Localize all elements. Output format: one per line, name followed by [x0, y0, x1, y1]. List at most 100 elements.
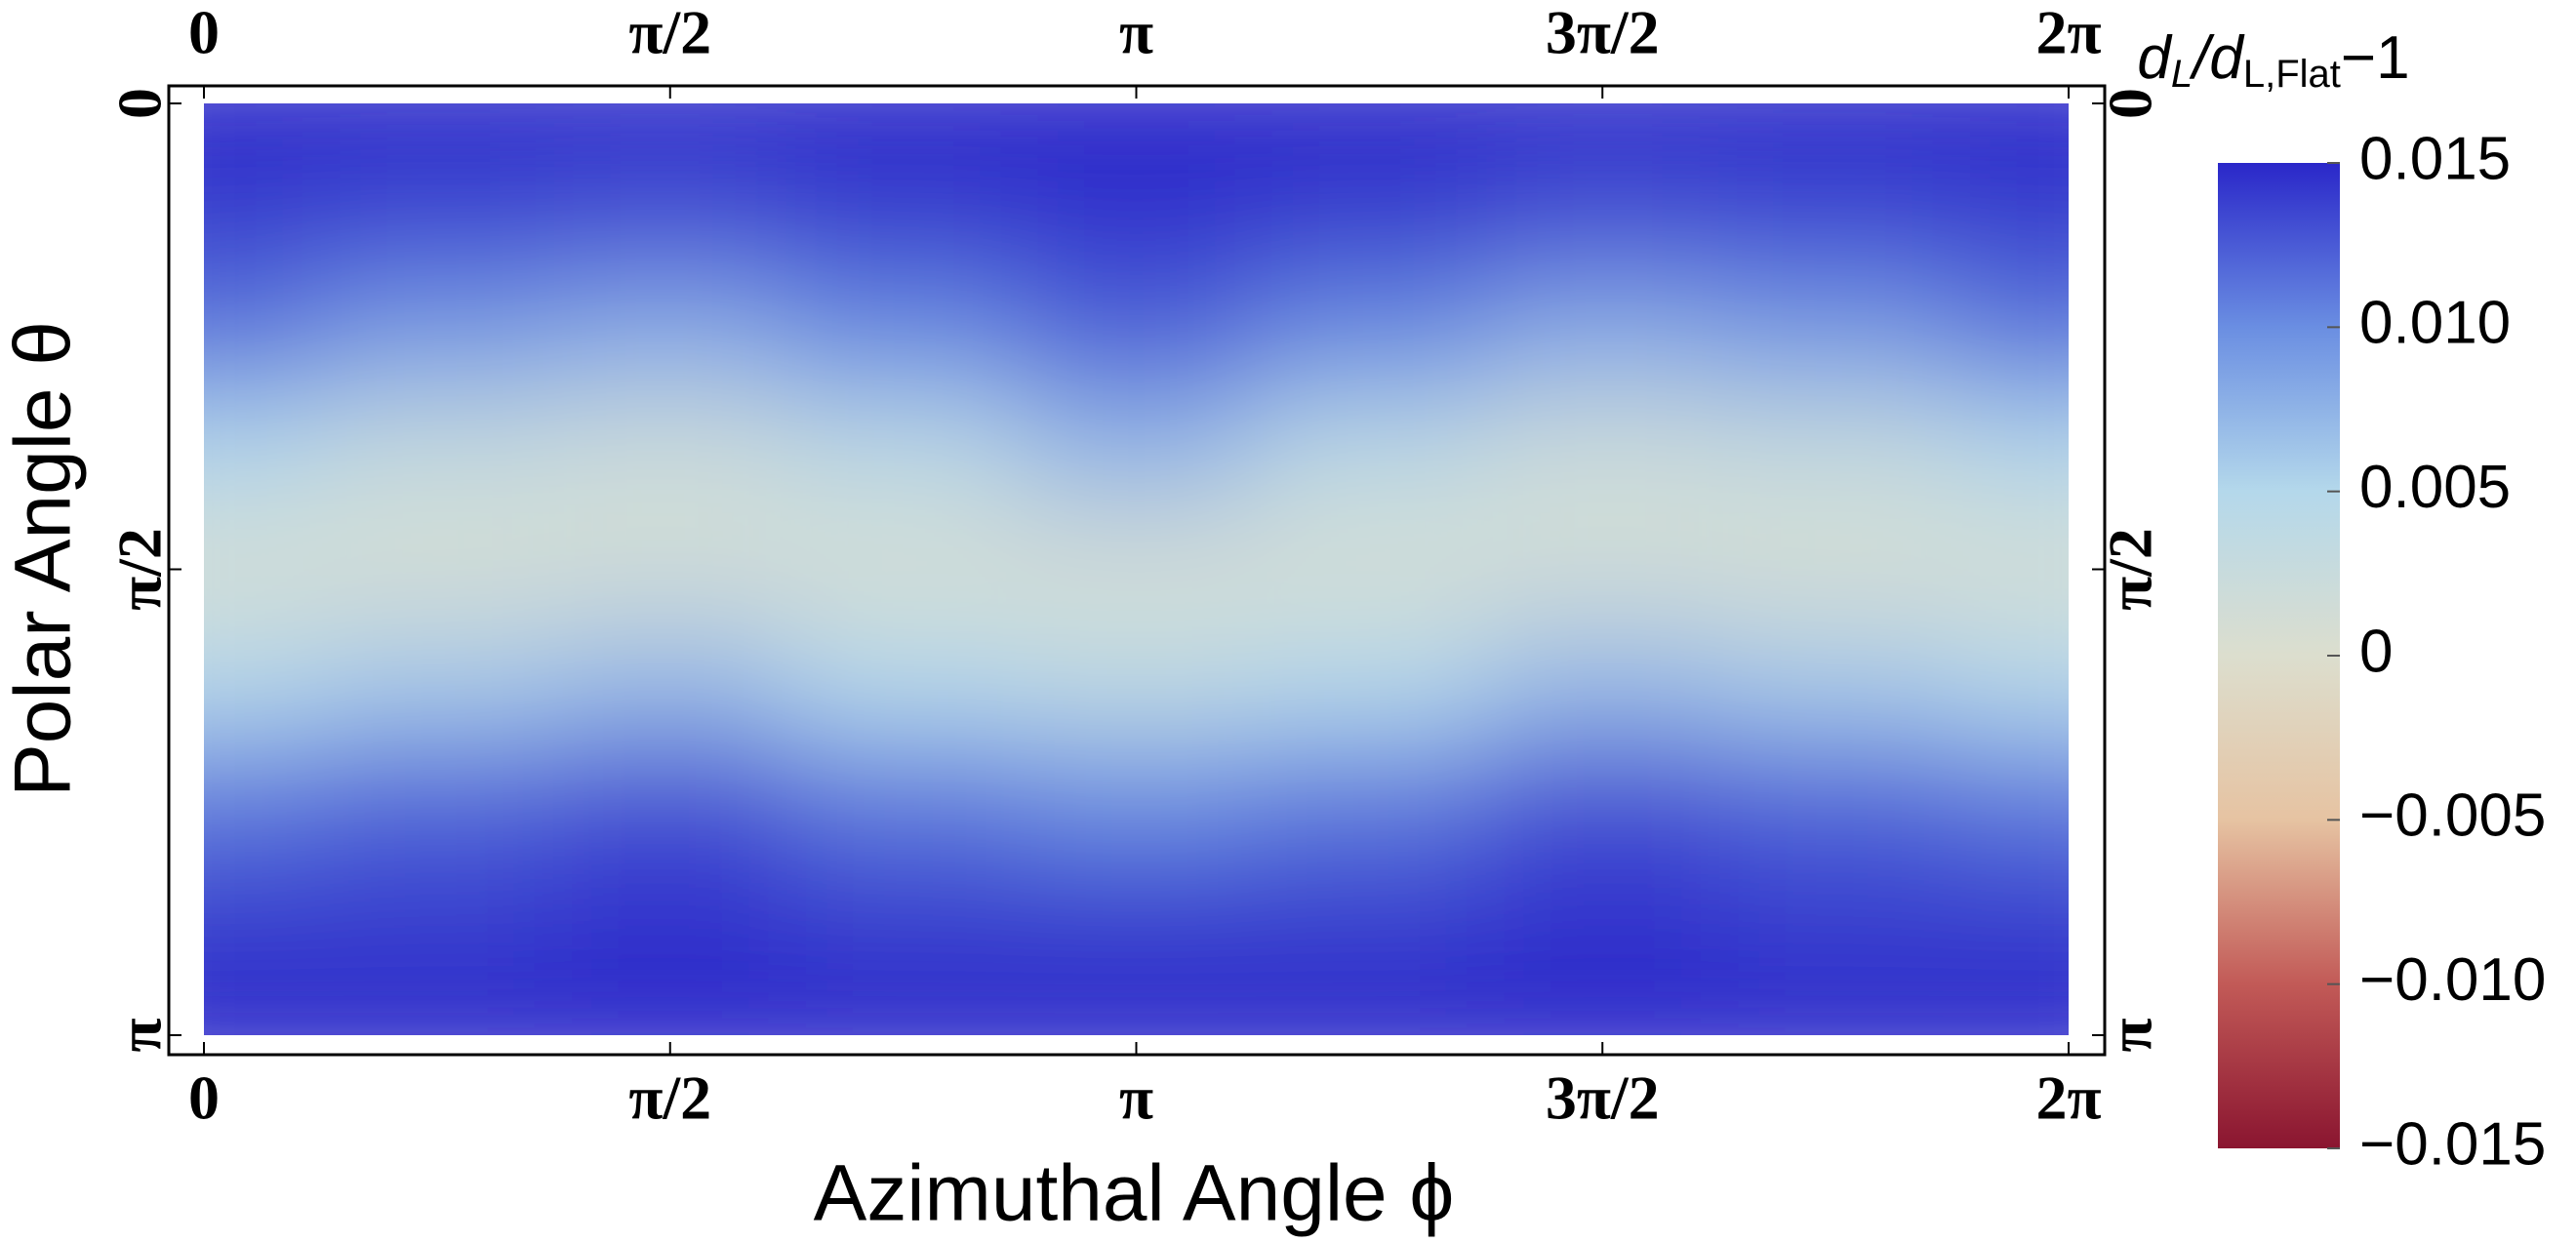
- y-axis-title: Polar Angle θ: [0, 321, 88, 797]
- x-tick-label-top: 3π/2: [1546, 0, 1660, 67]
- x-tick-label: π: [1119, 1063, 1153, 1133]
- heatmap-cell: [553, 743, 788, 862]
- heatmap-cell: [1020, 161, 1254, 280]
- heatmap-cell: [320, 977, 555, 1035]
- heatmap-cell: [1020, 743, 1254, 862]
- colorbar-title-part: /d: [2189, 24, 2245, 92]
- heatmap-cell: [1252, 627, 1487, 745]
- heatmap-cell: [1718, 977, 1953, 1035]
- colorbar: [2218, 163, 2340, 1148]
- colorbar-title-part: L: [2171, 53, 2193, 96]
- x-tick-label: 2π: [2035, 1063, 2101, 1133]
- y-tick-label-right: π/2: [2096, 528, 2165, 611]
- heatmap-cell: [204, 394, 322, 512]
- heatmap-cell: [786, 161, 1022, 280]
- y-tick-label-right: 0: [2096, 88, 2165, 119]
- heatmap-cell: [204, 977, 322, 1035]
- heatmap-cell: [1718, 743, 1953, 862]
- heatmap-cell: [1718, 103, 1953, 163]
- heatmap-cell: [1952, 977, 2069, 1035]
- heatmap-cell: [1952, 103, 2069, 163]
- colorbar-title-part: −1: [2341, 24, 2410, 92]
- heatmap-cell: [1952, 510, 2069, 629]
- colorbar-title-part: L,Flat: [2243, 53, 2341, 96]
- y-tick-label: π/2: [105, 528, 175, 611]
- colorbar-tick-label: −0.010: [2359, 946, 2546, 1014]
- heatmap-cell: [204, 103, 322, 163]
- heatmap-cell: [1718, 394, 1953, 512]
- heatmap-cell: [320, 627, 555, 745]
- heatmap-cell: [1020, 278, 1254, 396]
- heatmap-cell: [1485, 977, 1720, 1035]
- colorbar-tick-label: −0.015: [2359, 1110, 2546, 1178]
- heatmap-cell: [320, 860, 555, 979]
- x-tick-label: 0: [188, 1063, 220, 1133]
- heatmap-cell: [1485, 860, 1720, 979]
- x-tick-label-top: π: [1119, 0, 1153, 67]
- x-tick-label: 3π/2: [1546, 1063, 1660, 1133]
- heatmap: [204, 103, 2069, 1035]
- heatmap-cell: [1952, 161, 2069, 280]
- x-tick-label-top: π/2: [628, 0, 711, 67]
- heatmap-cell: [1252, 977, 1487, 1035]
- heatmap-cell: [1020, 977, 1254, 1035]
- heatmap-cell: [204, 743, 322, 862]
- heatmap-cell: [786, 510, 1022, 629]
- heatmap-cell: [786, 278, 1022, 396]
- colorbar-tick-label: −0.005: [2359, 782, 2546, 850]
- heatmap-cell: [786, 103, 1022, 163]
- heatmap-cell: [1020, 627, 1254, 745]
- heatmap-cell: [204, 627, 322, 745]
- y-tick-label: π: [105, 1018, 175, 1052]
- heatmap-cell: [1252, 103, 1487, 163]
- heatmap-cell: [1485, 743, 1720, 862]
- heatmap-cell: [1020, 394, 1254, 512]
- heatmap-cell: [1952, 394, 2069, 512]
- heatmap-cell: [553, 860, 788, 979]
- heatmap-cell: [204, 860, 322, 979]
- heatmap-cell: [1952, 627, 2069, 745]
- heatmap-cell: [1020, 103, 1254, 163]
- heatmap-cell: [204, 510, 322, 629]
- y-tick-label: 0: [105, 88, 175, 119]
- heatmap-cell: [553, 394, 788, 512]
- heatmap-cell: [553, 278, 788, 396]
- heatmap-cell: [553, 103, 788, 163]
- heatmap-cell: [1485, 161, 1720, 280]
- heatmap-cell: [1485, 394, 1720, 512]
- heatmap-cell: [786, 977, 1022, 1035]
- heatmap-cell: [1718, 627, 1953, 745]
- colorbar-title-part: d: [2137, 24, 2173, 92]
- heatmap-cell: [1952, 860, 2069, 979]
- heatmap-cell: [320, 510, 555, 629]
- heatmap-cell: [1485, 103, 1720, 163]
- colorbar-tick-label: 0.010: [2359, 290, 2511, 357]
- heatmap-cell: [553, 627, 788, 745]
- colorbar-title: dL/dL,Flat−1: [2137, 24, 2409, 95]
- heatmap-cell: [1252, 510, 1487, 629]
- x-axis-title: Azimuthal Angle ϕ: [814, 1149, 1455, 1238]
- heatmap-cell: [553, 510, 788, 629]
- x-tick-label: π/2: [628, 1063, 711, 1133]
- heatmap-cell: [1252, 860, 1487, 979]
- heatmap-cell: [204, 161, 322, 280]
- colorbar-tick-label: 0: [2359, 618, 2393, 685]
- heatmap-cell: [786, 743, 1022, 862]
- heatmap-cell: [1020, 860, 1254, 979]
- heatmap-cell: [786, 394, 1022, 512]
- heatmap-cell: [1718, 278, 1953, 396]
- heatmap-cell: [320, 743, 555, 862]
- heatmap-cell: [1252, 394, 1487, 512]
- heatmap-cell: [320, 103, 555, 163]
- heatmap-cell: [1485, 278, 1720, 396]
- heatmap-cell: [1952, 278, 2069, 396]
- heatmap-cell: [1252, 743, 1487, 862]
- heatmap-cell: [1718, 860, 1953, 979]
- heatmap-cell: [1952, 743, 2069, 862]
- heatmap-cell: [1718, 510, 1953, 629]
- heatmap-cell: [320, 278, 555, 396]
- heatmap-cell: [786, 860, 1022, 979]
- heatmap-cell: [1718, 161, 1953, 280]
- plot-area: [204, 103, 2069, 1035]
- heatmap-cell: [786, 627, 1022, 745]
